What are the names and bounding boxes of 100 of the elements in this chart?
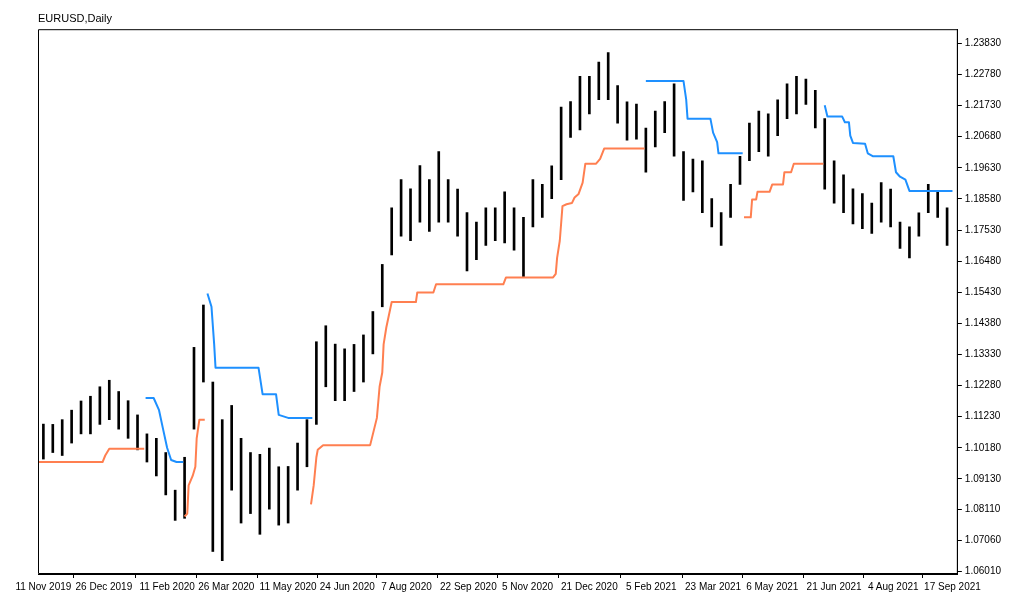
chart-title: EURUSD,Daily bbox=[38, 11, 113, 24]
x-tick-label: 11 May 2020 bbox=[259, 580, 318, 592]
y-tick-label: 1.17530 bbox=[964, 223, 1002, 235]
bar bbox=[795, 75, 798, 115]
bar bbox=[267, 447, 271, 510]
bar bbox=[503, 191, 506, 244]
bar bbox=[249, 452, 252, 514]
bar bbox=[682, 151, 685, 201]
y-tick-label: 1.16480 bbox=[964, 254, 1002, 266]
bar bbox=[823, 118, 827, 190]
bar bbox=[220, 419, 224, 561]
x-tick-label: 26 Dec 2019 bbox=[75, 580, 133, 592]
y-tick-label: 1.10180 bbox=[964, 441, 1002, 453]
bar bbox=[588, 75, 591, 115]
bar bbox=[315, 341, 318, 425]
x-tick-label: 11 Nov 2019 bbox=[15, 580, 72, 592]
y-tick-label: 1.12280 bbox=[964, 379, 1002, 391]
bar bbox=[936, 191, 940, 218]
bar bbox=[380, 264, 384, 308]
bar bbox=[42, 423, 45, 460]
bar bbox=[136, 414, 139, 451]
y-tick-label: 1.22780 bbox=[964, 68, 1002, 80]
bar bbox=[540, 184, 544, 218]
x-tick-label: 11 Feb 2020 bbox=[139, 580, 196, 592]
bar bbox=[277, 466, 281, 526]
bar bbox=[333, 343, 337, 402]
bar bbox=[60, 419, 64, 456]
bar bbox=[776, 99, 779, 136]
bar bbox=[653, 110, 657, 148]
y-tick-label: 1.14380 bbox=[964, 317, 1002, 329]
x-tick-label: 6 May 2021 bbox=[746, 580, 799, 592]
bar bbox=[766, 113, 770, 157]
y-tick-label: 1.23830 bbox=[964, 37, 1002, 49]
bar bbox=[390, 207, 394, 256]
bar bbox=[484, 207, 488, 246]
bar bbox=[861, 193, 864, 229]
bar bbox=[51, 424, 55, 453]
x-tick-label: 23 Mar 2021 bbox=[685, 580, 742, 592]
bar bbox=[710, 198, 714, 228]
bar bbox=[493, 207, 497, 242]
y-tick-label: 1.19630 bbox=[964, 161, 1002, 173]
bar bbox=[701, 160, 704, 213]
bar bbox=[107, 379, 111, 420]
bar bbox=[569, 101, 572, 138]
bar bbox=[183, 456, 186, 519]
y-tick-label: 1.15430 bbox=[964, 286, 1002, 298]
y-tick-label: 1.20680 bbox=[964, 130, 1002, 142]
bar bbox=[324, 325, 328, 388]
x-tick-label: 26 Mar 2020 bbox=[198, 580, 255, 592]
bar bbox=[663, 101, 667, 133]
bar bbox=[926, 184, 930, 213]
x-tick-label: 4 Aug 2021 bbox=[868, 580, 920, 592]
bar bbox=[616, 85, 619, 124]
bar bbox=[908, 226, 911, 259]
x-tick-label: 7 Aug 2020 bbox=[381, 580, 433, 592]
x-tick-label: 22 Sep 2020 bbox=[439, 580, 498, 592]
bar bbox=[155, 437, 158, 477]
bar bbox=[211, 381, 215, 552]
y-tick-label: 1.07060 bbox=[964, 533, 1002, 545]
y-tick-label: 1.06010 bbox=[964, 565, 1002, 577]
bar bbox=[729, 184, 732, 218]
bar bbox=[748, 122, 751, 162]
bar bbox=[889, 188, 892, 228]
bar bbox=[879, 182, 883, 223]
bar bbox=[343, 348, 346, 402]
bar bbox=[635, 103, 638, 140]
bar bbox=[89, 395, 92, 435]
y-tick-label: 1.09130 bbox=[964, 472, 1002, 484]
bar bbox=[296, 442, 299, 491]
bar bbox=[475, 221, 478, 261]
bar bbox=[842, 174, 845, 213]
y-tick-label: 1.08110 bbox=[964, 502, 1001, 514]
bar bbox=[164, 452, 168, 496]
y-tick-label: 1.18580 bbox=[964, 192, 1002, 204]
bar bbox=[428, 179, 431, 232]
bar bbox=[362, 334, 365, 383]
bar bbox=[606, 52, 610, 101]
x-tick-label: 24 Jun 2020 bbox=[319, 580, 376, 592]
bar bbox=[70, 409, 73, 444]
bar bbox=[409, 188, 412, 242]
bar bbox=[757, 110, 761, 152]
y-tick-label: 1.13330 bbox=[964, 348, 1002, 360]
x-tick-label: 21 Dec 2020 bbox=[561, 580, 619, 592]
bar bbox=[230, 405, 233, 491]
x-tick-label: 5 Nov 2020 bbox=[501, 580, 554, 592]
bar bbox=[173, 489, 177, 521]
y-tick-label: 1.11230 bbox=[964, 410, 1001, 422]
bar bbox=[437, 151, 441, 223]
bar bbox=[550, 165, 554, 199]
bar bbox=[870, 202, 874, 234]
bar bbox=[813, 89, 817, 129]
x-tick-label: 5 Feb 2021 bbox=[625, 580, 677, 592]
bar bbox=[522, 216, 525, 277]
bar bbox=[597, 61, 601, 101]
bar bbox=[117, 391, 121, 430]
bar bbox=[202, 304, 205, 383]
x-tick-label: 17 Sep 2021 bbox=[924, 580, 982, 592]
x-tick-label: 21 Jun 2021 bbox=[806, 580, 863, 592]
y-tick-label: 1.21730 bbox=[964, 99, 1002, 111]
bar bbox=[456, 188, 459, 237]
